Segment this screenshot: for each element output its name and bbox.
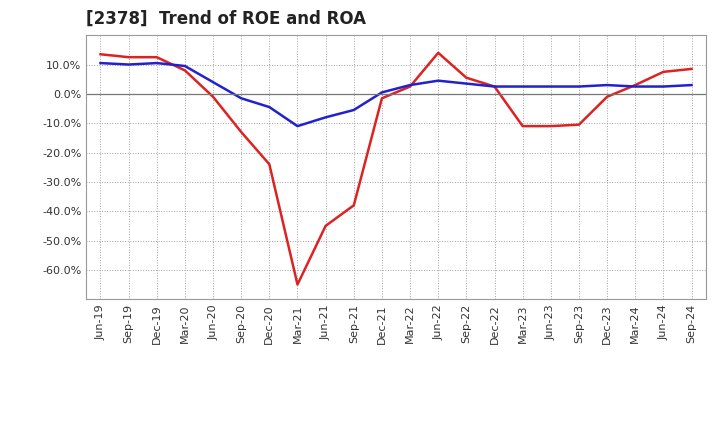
ROA	[631, 84, 639, 89]
ROA	[603, 82, 611, 88]
ROE	[293, 282, 302, 287]
ROA	[209, 80, 217, 85]
ROE	[377, 95, 386, 101]
ROE	[237, 129, 246, 135]
ROE	[349, 203, 358, 208]
Line: ROA: ROA	[101, 63, 691, 126]
Line: ROE: ROE	[101, 53, 691, 285]
ROE	[687, 66, 696, 72]
ROA	[490, 84, 499, 89]
ROA	[546, 84, 555, 89]
ROE	[321, 223, 330, 228]
ROA	[181, 63, 189, 69]
ROE	[518, 124, 527, 129]
ROA	[462, 81, 471, 86]
ROE	[181, 68, 189, 73]
ROE	[434, 50, 443, 55]
ROA	[518, 84, 527, 89]
ROA	[434, 78, 443, 83]
ROA	[575, 84, 583, 89]
ROE	[265, 161, 274, 167]
ROE	[575, 122, 583, 127]
ROE	[631, 82, 639, 88]
ROE	[490, 84, 499, 89]
ROE	[96, 51, 105, 57]
ROE	[406, 84, 415, 89]
ROE	[659, 69, 667, 74]
ROA	[293, 124, 302, 129]
ROA	[659, 84, 667, 89]
Text: [2378]  Trend of ROE and ROA: [2378] Trend of ROE and ROA	[86, 10, 366, 28]
ROE	[153, 55, 161, 60]
ROA	[265, 104, 274, 110]
ROE	[546, 124, 555, 129]
ROA	[153, 60, 161, 66]
ROA	[687, 82, 696, 88]
ROA	[96, 60, 105, 66]
ROA	[125, 62, 133, 67]
ROE	[462, 75, 471, 81]
ROA	[321, 115, 330, 120]
ROE	[125, 55, 133, 60]
ROA	[349, 107, 358, 113]
ROE	[209, 94, 217, 99]
ROA	[406, 82, 415, 88]
ROA	[237, 95, 246, 101]
ROE	[603, 94, 611, 99]
ROA	[377, 90, 386, 95]
